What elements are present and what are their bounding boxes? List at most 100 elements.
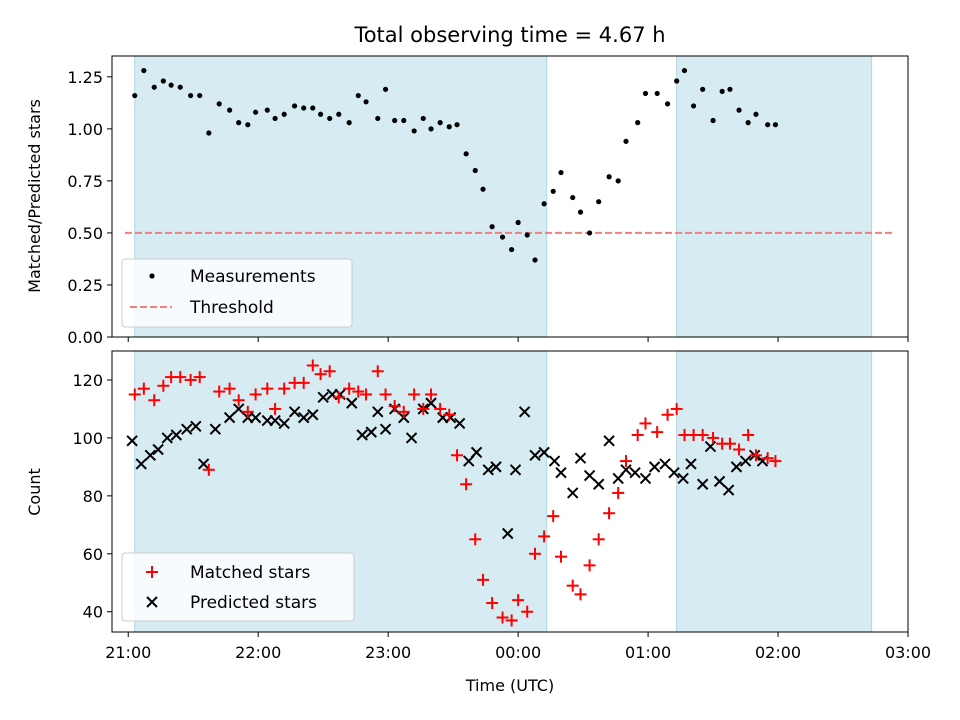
predicted-star-point [677,472,689,485]
x-axis-label: Time (UTC) [465,676,554,695]
measurement-point [499,234,506,240]
measurement-point [745,120,751,126]
measurement-point [587,230,593,236]
measurement-point [206,130,212,136]
measurement-point [524,232,530,238]
matched-star-point [619,455,632,468]
matched-star-point [269,402,282,415]
y-tick-label: 80 [83,487,103,506]
matched-star-point [417,402,430,415]
predicted-star-point [739,455,752,467]
measurement-point [301,105,307,111]
predicted-star-point [583,469,596,482]
predicted-star-point [317,391,329,404]
matched-star-point [332,391,345,404]
measurement-point [264,107,270,113]
matched-star-point [352,385,365,398]
measurement-points [132,67,779,263]
matched-star-point [379,388,392,401]
predicted-star-point [269,414,281,427]
measurement-point [355,92,361,99]
measurement-point [623,138,629,144]
matched-star-point [521,605,534,618]
predicted-star-point [346,397,358,409]
predicted-star-point [696,478,709,490]
measurement-point [141,67,147,74]
predicted-star-point [190,420,202,433]
matched-star-point [451,449,464,462]
legend-matched-marker [146,566,158,578]
matched-star-point [460,478,473,491]
matched-star-point [592,533,605,546]
y-tick-label: 0.75 [67,172,103,191]
measurement-point [642,90,649,97]
matched-star-point [661,408,674,421]
measurement-point [690,103,697,109]
matched-star-point [469,533,482,546]
measurement-point [392,117,398,124]
matched-star-point [425,388,438,401]
matched-star-point [529,547,542,560]
x-tick-label: 03:00 [885,643,931,662]
matched-star-point [174,371,187,384]
predicted-star-point [170,429,183,441]
top-x-ticks [127,337,909,342]
bottom-legend-box [121,552,355,622]
predicted-star-point [453,417,466,430]
predicted-star-point [548,455,561,467]
top-y-ticks: 0.00 0.25 0.50 0.75 1.00 1.25 [67,68,112,347]
measurement-point [317,111,324,117]
y-tick-label: 120 [72,371,103,390]
y-tick-label: 0.50 [67,224,103,243]
y-tick-label: 40 [83,603,103,622]
legend-measurements-label: Measurements [190,267,316,287]
measurement-point [291,103,298,109]
matched-star-point [603,507,616,520]
predicted-star-point [405,432,418,444]
matched-star-point [696,429,709,442]
matched-star-point [443,408,456,421]
measurement-point [346,120,352,126]
measurement-point [463,151,469,157]
predicted-star-point [713,475,726,488]
x-tick-label: 23:00 [365,643,411,662]
predicted-star-point [722,484,735,496]
predicted-star-point [181,423,193,435]
predicted-star-point [685,458,697,470]
matched-star-point [184,373,197,386]
matched-star-point [496,611,509,624]
measurement-point [132,92,138,99]
measurement-point [446,124,452,130]
measurement-point [509,246,515,253]
top-axes-frame [111,55,909,338]
y-tick-label: 0.00 [67,328,103,347]
matched-star-point [707,431,720,444]
measurement-point [753,111,759,117]
matched-star-point [434,402,447,415]
predicted-star-point [135,458,147,470]
matched-star-point [371,365,384,378]
matched-star-point [761,452,774,465]
predicted-star-point [592,478,605,490]
predicted-star-point [249,411,262,424]
predicted-star-point [648,461,661,473]
chart-title: Total observing time = 4.67 h [353,23,665,47]
x-tick-label: 01:00 [625,643,671,662]
measurement-point [736,107,742,113]
measurement-point [272,115,278,122]
matched-star-point [388,400,401,413]
predicted-star-point [197,458,210,470]
bottom-x-ticks: 21:00 22:00 23:00 00:00 01:00 02:00 03:00 [105,632,931,662]
shaded-region [676,55,873,338]
predicted-star-point [126,435,138,447]
predicted-star-point [425,397,437,409]
predicted-star-point [555,466,567,479]
predicted-star-point [356,429,368,441]
measurement-point [310,105,316,111]
measurement-point [654,90,660,97]
matched-star-point [733,443,746,456]
matched-star-point [723,437,736,450]
measurement-point [227,107,233,113]
matched-star-point [538,530,551,543]
measurement-point [515,219,521,226]
